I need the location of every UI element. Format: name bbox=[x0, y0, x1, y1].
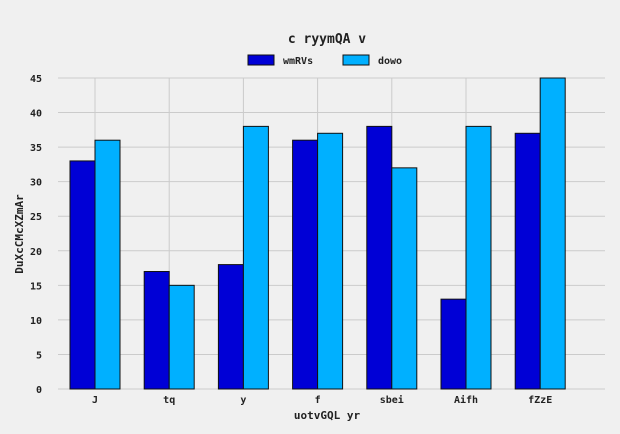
y-tick-label: 20 bbox=[30, 247, 42, 258]
bar-dowo-tq bbox=[168, 284, 195, 390]
bar-dowo-f bbox=[317, 132, 344, 390]
legend-label-dowo: dowo bbox=[378, 56, 402, 67]
x-tick-label: y bbox=[240, 395, 246, 406]
y-axis-label: DuXcCMcXZmAr bbox=[13, 194, 26, 274]
bar-dowo-J bbox=[94, 139, 121, 390]
x-tick-label: fZzE bbox=[528, 395, 552, 406]
bar-wmRVs-fZzE bbox=[514, 132, 541, 390]
bar-dowo-fZzE bbox=[539, 77, 566, 390]
legend-swatch-dowo bbox=[342, 54, 370, 66]
y-tick-label: 40 bbox=[30, 109, 42, 120]
x-tick-label: f bbox=[315, 395, 321, 406]
chart-title: c ryymQA v bbox=[288, 32, 366, 47]
bar-wmRVs-tq bbox=[143, 271, 170, 390]
x-tick-label: sbei bbox=[380, 394, 404, 406]
x-tick-label: tq bbox=[163, 395, 175, 406]
y-tick-label: 30 bbox=[30, 178, 42, 189]
bar-dowo-y bbox=[242, 125, 269, 390]
y-tick-label: 5 bbox=[36, 350, 42, 361]
x-axis-label: uotvGQL yr bbox=[294, 409, 361, 422]
y-tick-label: 25 bbox=[30, 212, 42, 223]
bar-wmRVs-sbei bbox=[366, 125, 393, 390]
legend-swatch-wmRVs bbox=[247, 54, 275, 66]
bars bbox=[69, 77, 566, 390]
legend: wmRVs dowo bbox=[247, 54, 402, 67]
legend-label-wmRVs: wmRVs bbox=[283, 56, 313, 67]
bar-dowo-sbei bbox=[391, 167, 418, 390]
y-tick-label: 45 bbox=[30, 74, 42, 85]
bar-wmRVs-J bbox=[69, 160, 96, 390]
bar-wmRVs-y bbox=[217, 264, 244, 390]
x-tick-label: J bbox=[92, 395, 98, 406]
y-tick-label: 0 bbox=[36, 385, 42, 396]
x-tick-label: Aifh bbox=[454, 394, 478, 406]
y-tick-label: 10 bbox=[30, 316, 42, 327]
y-axis-ticks: 0 5 10 15 20 25 30 35 40 45 bbox=[30, 74, 42, 396]
bar-wmRVs-Aifh bbox=[440, 298, 467, 390]
y-tick-label: 35 bbox=[30, 143, 42, 154]
y-tick-label: 15 bbox=[30, 281, 42, 292]
bar-wmRVs-f bbox=[292, 139, 319, 390]
bar-dowo-Aifh bbox=[465, 125, 492, 390]
